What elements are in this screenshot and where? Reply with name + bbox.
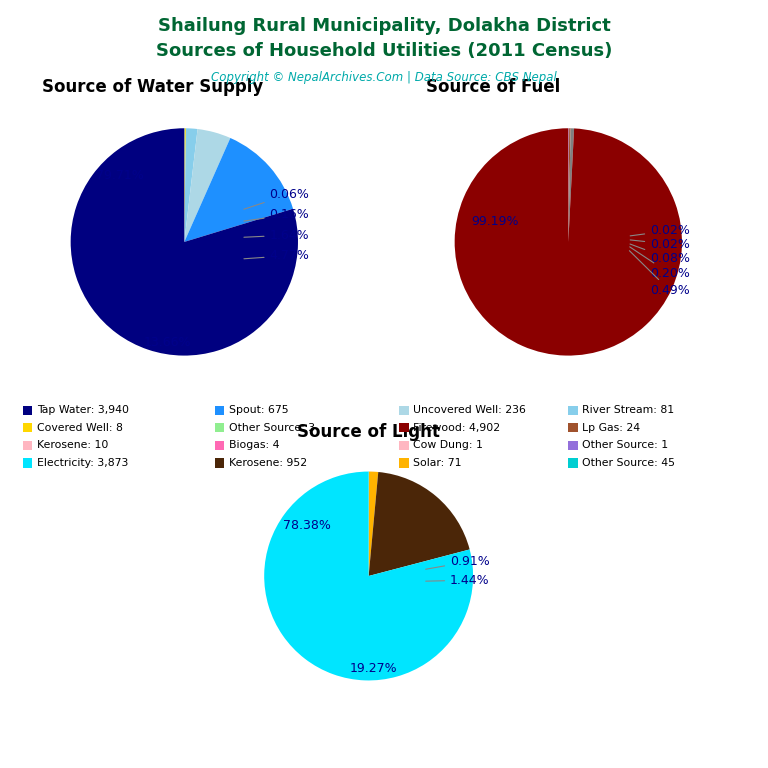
Wedge shape <box>568 128 574 242</box>
Text: Tap Water: 3,940: Tap Water: 3,940 <box>37 405 129 415</box>
Wedge shape <box>184 128 186 242</box>
Wedge shape <box>71 128 298 356</box>
Wedge shape <box>568 128 569 242</box>
Text: Other Source: 1: Other Source: 1 <box>582 440 668 451</box>
Text: 19.27%: 19.27% <box>350 662 398 675</box>
Text: Solar: 71: Solar: 71 <box>413 458 462 468</box>
Text: Firewood: 4,902: Firewood: 4,902 <box>413 422 500 433</box>
Text: Other Source: 45: Other Source: 45 <box>582 458 675 468</box>
Text: Uncovered Well: 236: Uncovered Well: 236 <box>413 405 526 415</box>
Wedge shape <box>184 128 197 242</box>
Text: 1.44%: 1.44% <box>425 574 490 587</box>
Text: Covered Well: 8: Covered Well: 8 <box>37 422 123 433</box>
Wedge shape <box>455 128 682 356</box>
Text: 0.91%: 0.91% <box>425 554 490 569</box>
Wedge shape <box>568 128 571 242</box>
Text: Source of Water Supply: Source of Water Supply <box>42 78 263 95</box>
Text: 0.02%: 0.02% <box>631 237 690 250</box>
Text: Kerosene: 10: Kerosene: 10 <box>37 440 108 451</box>
Wedge shape <box>264 472 473 680</box>
Text: Lp Gas: 24: Lp Gas: 24 <box>582 422 641 433</box>
Text: 79.71%: 79.71% <box>96 170 144 183</box>
Text: Biogas: 4: Biogas: 4 <box>229 440 280 451</box>
Text: 0.20%: 0.20% <box>630 247 690 280</box>
Text: 0.49%: 0.49% <box>630 250 690 297</box>
Text: Shailung Rural Municipality, Dolakha District: Shailung Rural Municipality, Dolakha Dis… <box>157 17 611 35</box>
Text: Cow Dung: 1: Cow Dung: 1 <box>413 440 483 451</box>
Text: 0.06%: 0.06% <box>243 187 310 209</box>
Text: 1.64%: 1.64% <box>244 229 310 242</box>
Text: Source of Fuel: Source of Fuel <box>426 78 561 95</box>
Text: Other Source: 3: Other Source: 3 <box>229 422 315 433</box>
Title: Source of Light: Source of Light <box>297 423 440 441</box>
Wedge shape <box>184 129 230 242</box>
Text: 4.77%: 4.77% <box>244 249 310 262</box>
Text: Kerosene: 952: Kerosene: 952 <box>229 458 307 468</box>
Text: Electricity: 3,873: Electricity: 3,873 <box>37 458 128 468</box>
Wedge shape <box>369 472 379 576</box>
Wedge shape <box>369 472 470 576</box>
Wedge shape <box>184 138 293 242</box>
Text: 0.16%: 0.16% <box>244 208 310 221</box>
Text: Spout: 675: Spout: 675 <box>229 405 289 415</box>
Text: 99.19%: 99.19% <box>472 215 519 228</box>
Text: Sources of Household Utilities (2011 Census): Sources of Household Utilities (2011 Cen… <box>156 42 612 60</box>
Text: 13.66%: 13.66% <box>144 336 191 349</box>
Text: River Stream: 81: River Stream: 81 <box>582 405 674 415</box>
Text: 0.08%: 0.08% <box>630 244 690 266</box>
Text: 78.38%: 78.38% <box>283 519 331 532</box>
Text: Copyright © NepalArchives.Com | Data Source: CBS Nepal: Copyright © NepalArchives.Com | Data Sou… <box>211 71 557 84</box>
Text: 0.02%: 0.02% <box>631 224 690 237</box>
